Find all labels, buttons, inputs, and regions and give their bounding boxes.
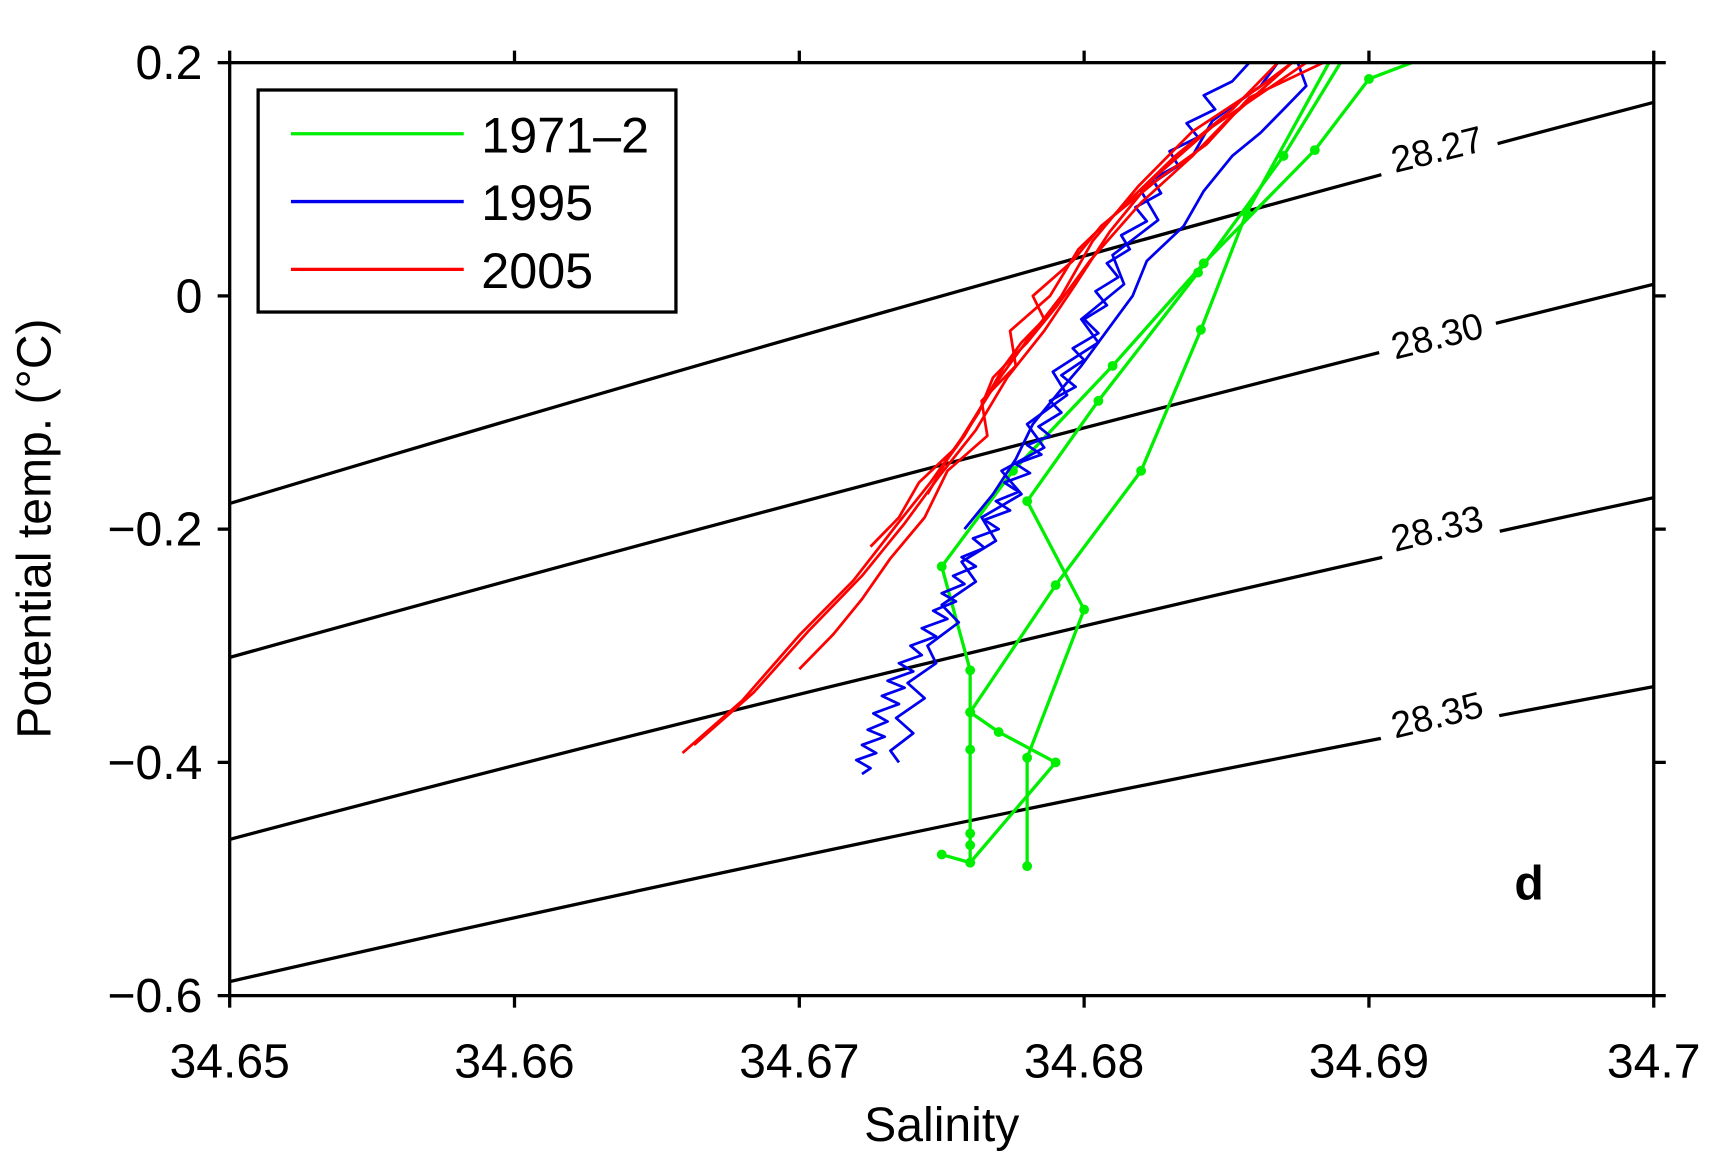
isopycnal-label-bg (1374, 496, 1503, 571)
series-1971-point (1278, 151, 1289, 161)
series-1971-point (1107, 360, 1118, 371)
series-1971-point (936, 561, 947, 572)
x-tick-label: 34.68 (1024, 1035, 1144, 1089)
series-1971-point (965, 744, 976, 755)
isopycnal-label-bg (1374, 683, 1503, 757)
x-tick-label: 34.67 (739, 1035, 859, 1089)
data-series (681, 62, 1413, 872)
panel-label: d (1514, 856, 1543, 910)
series-1971-point (965, 828, 976, 839)
series-1995-profile-3 (963, 62, 1308, 531)
series-2005-profile-3 (869, 62, 1293, 548)
legend-label-1971: 1971–2 (481, 106, 649, 163)
y-tick-label: 0 (176, 269, 203, 323)
y-tick-label: 0.2 (135, 36, 202, 90)
series-1971-point (965, 707, 976, 718)
legend: 1971–2 1995 2005 (256, 88, 678, 314)
y-tick-label: −0.6 (107, 969, 202, 1023)
y-tick-label: −0.4 (107, 736, 202, 790)
series-1971-point (1050, 580, 1061, 591)
series-1971-point (1079, 604, 1090, 615)
series-1971-point (965, 857, 976, 868)
series-1971-point (1136, 465, 1147, 476)
series-1971-point (1093, 395, 1104, 406)
series-2005-profile-2 (693, 62, 1308, 746)
series-1971-point (993, 727, 1004, 737)
series-1971-point (936, 849, 947, 860)
series-1971-point (1022, 496, 1033, 507)
series-2005-profile-5 (926, 62, 1324, 495)
legend-label-1995: 1995 (481, 174, 593, 231)
series-1971-profile-3 (1025, 62, 1342, 867)
series-1971-point (1050, 757, 1061, 768)
y-tick-label: −0.2 (107, 503, 202, 557)
x-tick-label: 34.7 (1607, 1035, 1701, 1089)
y-axis-title: Potential temp. (°C) (7, 318, 61, 738)
series-1971-point (1022, 861, 1033, 872)
isopycnal-label-bg (1374, 304, 1503, 378)
series-1971-profile-1 (941, 62, 1331, 865)
axis-ticks: 34.65 34.66 34.67 34.68 34.69 34.7 0.2 0 −0.2 −0.… (107, 36, 1700, 1089)
x-tick-label: 34.69 (1309, 1035, 1429, 1089)
series-1971-point (1193, 267, 1203, 278)
series-1995-profile-2 (889, 62, 1279, 764)
series-2005-profile-4 (798, 62, 1279, 671)
series-1971-point (965, 665, 976, 676)
series-1971-point (1364, 74, 1374, 84)
x-axis-title: Salinity (864, 1098, 1019, 1152)
x-tick-label: 34.66 (454, 1035, 574, 1089)
isopycnal-label-bg (1374, 117, 1503, 192)
series-1971-point (1309, 145, 1320, 156)
series-1971-point (1022, 752, 1033, 763)
series-1971-point (1195, 324, 1206, 335)
series-1971-point (965, 840, 976, 851)
legend-label-2005: 2005 (481, 242, 593, 299)
x-tick-label: 34.65 (169, 1035, 289, 1089)
